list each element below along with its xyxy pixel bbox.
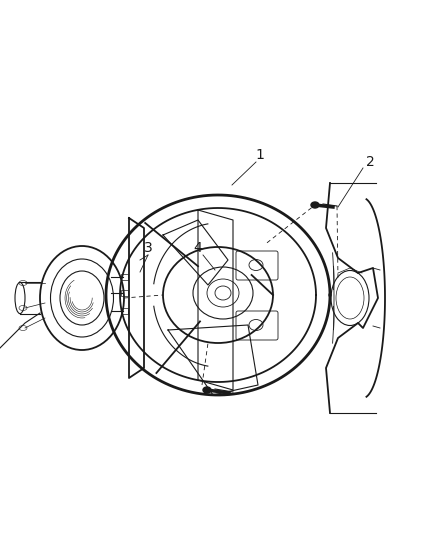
Ellipse shape — [203, 387, 211, 393]
Bar — [121, 308, 128, 314]
Text: 1: 1 — [255, 148, 265, 162]
Text: 2: 2 — [366, 155, 374, 169]
Bar — [121, 290, 128, 296]
Bar — [121, 274, 128, 280]
Ellipse shape — [311, 202, 319, 208]
Text: 4: 4 — [194, 241, 202, 255]
Text: 3: 3 — [144, 241, 152, 255]
